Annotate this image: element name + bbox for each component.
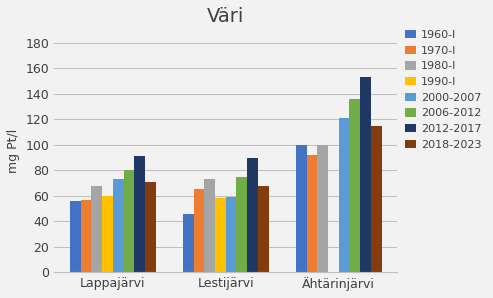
Bar: [91, 186, 102, 272]
Bar: [247, 158, 258, 272]
Bar: [226, 197, 237, 272]
Bar: [307, 155, 317, 272]
Bar: [102, 196, 113, 272]
Bar: [204, 179, 215, 272]
Bar: [194, 190, 204, 272]
Bar: [371, 126, 382, 272]
Bar: [70, 201, 80, 272]
Bar: [339, 118, 350, 272]
Bar: [134, 156, 145, 272]
Y-axis label: mg Pt/l: mg Pt/l: [7, 129, 20, 173]
Bar: [183, 214, 194, 272]
Bar: [124, 170, 134, 272]
Bar: [145, 182, 156, 272]
Bar: [237, 177, 247, 272]
Bar: [113, 179, 124, 272]
Legend: 1960-l, 1970-l, 1980-l, 1990-l, 2000-2007, 2006-2012, 2012-2017, 2018-2023: 1960-l, 1970-l, 1980-l, 1990-l, 2000-200…: [401, 25, 486, 154]
Bar: [258, 186, 269, 272]
Bar: [80, 200, 91, 272]
Title: Väri: Väri: [207, 7, 245, 26]
Bar: [360, 77, 371, 272]
Bar: [215, 198, 226, 272]
Bar: [296, 145, 307, 272]
Bar: [317, 145, 328, 272]
Bar: [350, 99, 360, 272]
